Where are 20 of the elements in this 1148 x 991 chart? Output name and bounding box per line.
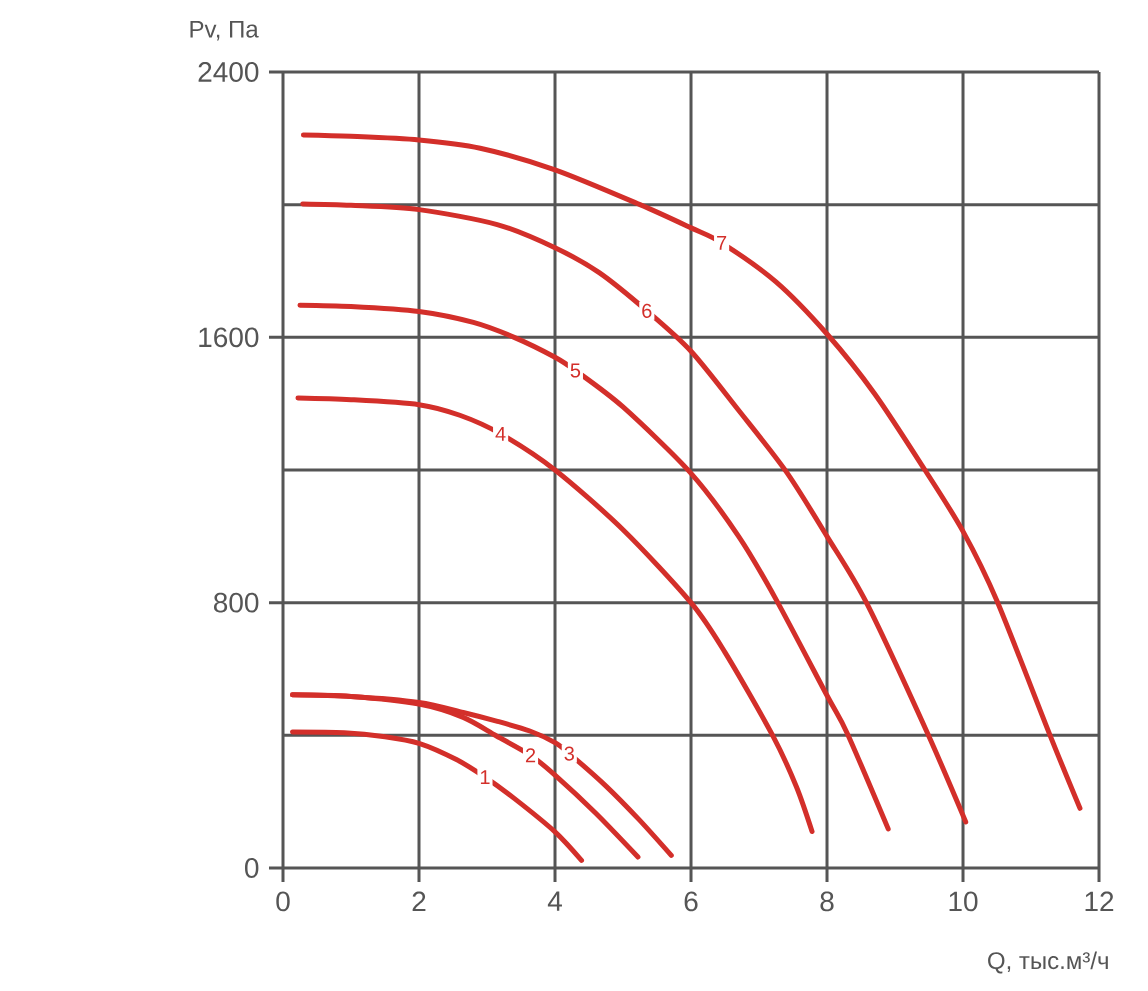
- y-tick-label: 1600: [199, 327, 259, 348]
- series-label: 7: [717, 235, 727, 250]
- x-tick-label: 12: [1085, 891, 1114, 912]
- series-label: 2: [525, 748, 536, 763]
- x-tick-label: 0: [276, 891, 290, 912]
- x-tick-label: 8: [820, 891, 834, 912]
- series-label: 4: [495, 426, 506, 441]
- y-tick-label: 800: [213, 592, 259, 613]
- x-axis-title: Q, тыс.м³/ч: [988, 951, 1108, 974]
- x-tick-label: 2: [412, 891, 426, 912]
- y-axis-title: Pv, Па: [190, 20, 259, 41]
- y-tick-label: 0: [245, 858, 259, 878]
- x-tick-label: 4: [547, 891, 562, 911]
- series-label: 6: [642, 303, 652, 318]
- y-tick-label: 2400: [198, 62, 259, 82]
- series-label: 3: [564, 746, 574, 761]
- series-label: 1: [480, 770, 490, 784]
- x-tick-label: 10: [949, 891, 978, 912]
- x-tick-label: 6: [684, 891, 698, 912]
- series-label: 5: [570, 363, 581, 378]
